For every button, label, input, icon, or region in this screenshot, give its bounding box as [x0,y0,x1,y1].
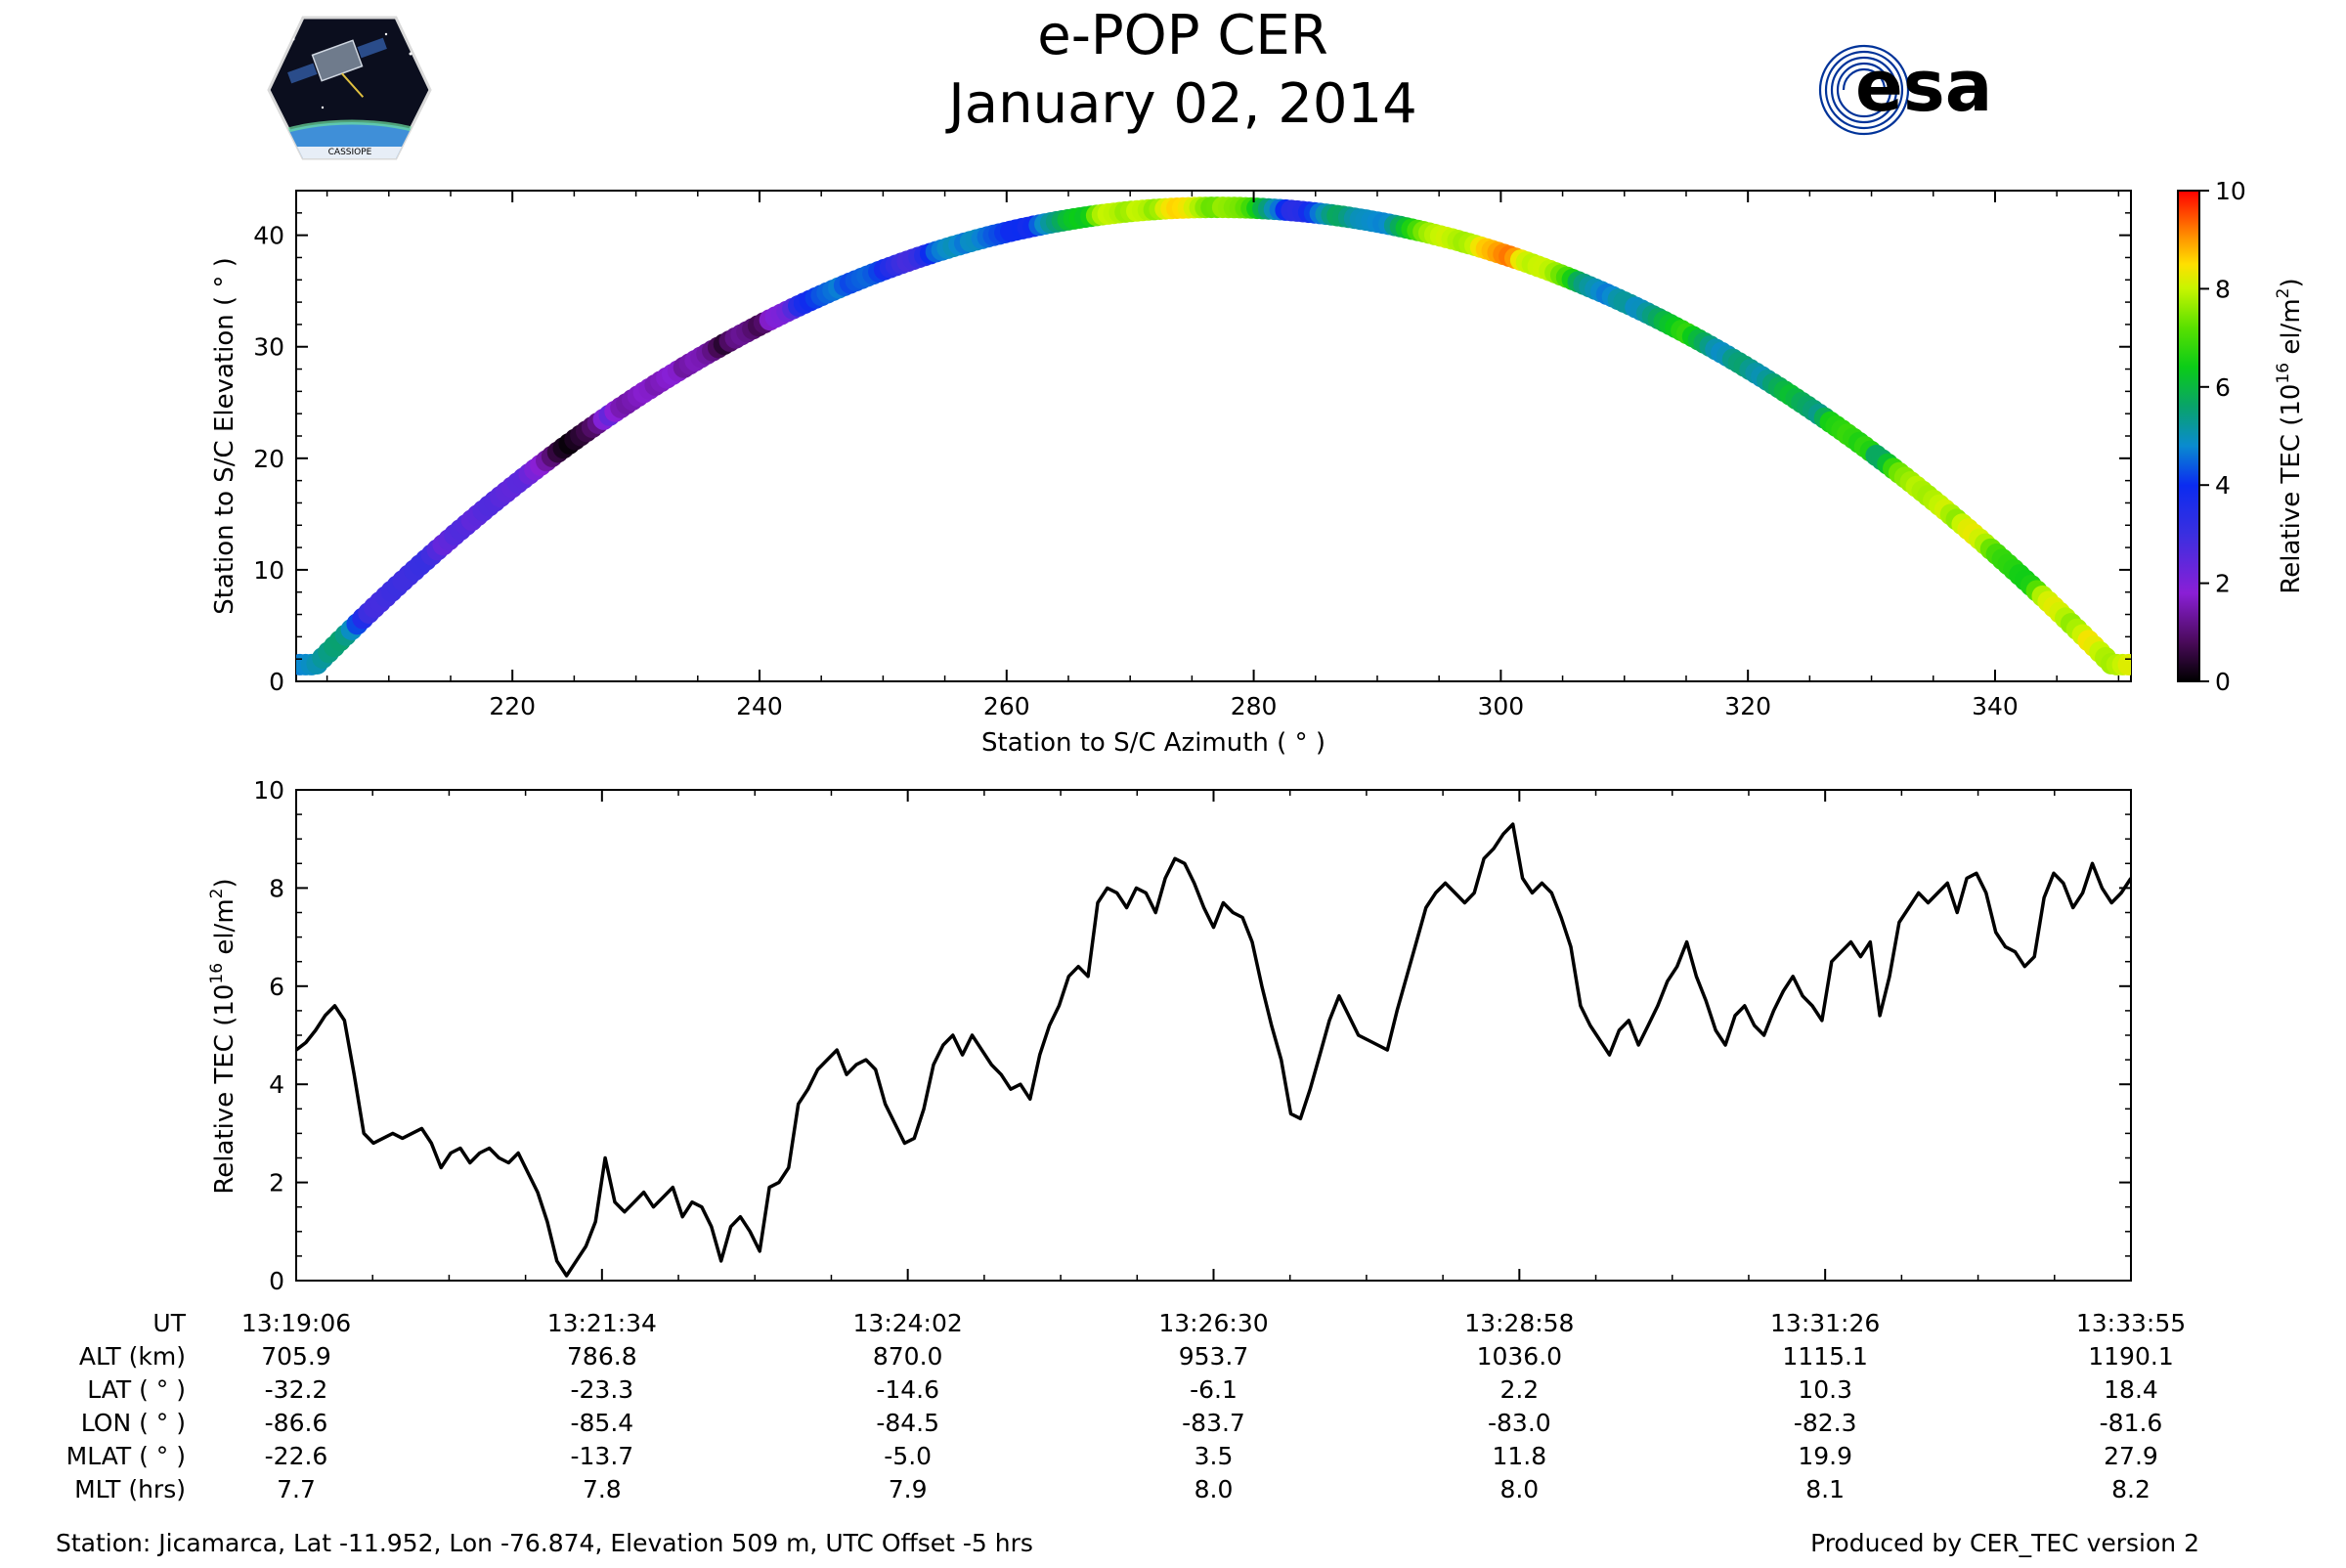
y-tick-label: 4 [269,1070,284,1099]
info-cell: -82.3 [1794,1409,1857,1437]
info-row-label: MLAT ( ° ) [66,1442,186,1470]
y-tick-label: 8 [269,874,284,902]
info-cell: 3.5 [1195,1442,1234,1470]
colorbar-label: Relative TEC (1016 el/m2) [2274,278,2306,593]
y-axis-label-2: Relative TEC (1016 el/m2) [207,878,239,1194]
info-cell: -84.5 [876,1409,939,1437]
colorbar-tick-label: 0 [2215,668,2231,696]
colorbar-tick-label: 8 [2215,275,2231,303]
plot-2-frame [295,789,2132,1282]
info-row-label: LAT ( ° ) [87,1375,186,1404]
colorbar-tick-label: 2 [2215,570,2231,598]
info-cell: -86.6 [265,1409,328,1437]
chart-date: January 02, 2014 [945,72,1416,136]
info-cell: 870.0 [873,1342,943,1371]
info-cell: -22.6 [265,1442,328,1470]
y-tick-label: 6 [269,973,284,1001]
info-cell: 2.2 [1499,1375,1539,1404]
y-tick-label: 10 [253,776,284,805]
info-cell: 953.7 [1179,1342,1249,1371]
info-cell: -13.7 [570,1442,633,1470]
plot-2-axes: 0 2 4 6 8 10 [253,776,2132,1295]
esa-logo-text: esa [1855,45,1992,127]
info-cell: -83.0 [1488,1409,1551,1437]
colorbar-tick-label: 4 [2215,471,2231,500]
colorbar-scale [2177,190,2200,682]
plot-1-axes: 220 240 260 280 300 320 340 0 10 20 30 40 [253,190,2131,720]
info-cell: 13:33:55 [2076,1309,2186,1337]
x-tick-label: 260 [983,692,1030,720]
y-tick-label: 40 [253,222,284,250]
info-cell: 10.3 [1798,1375,1852,1404]
info-cell: 8.0 [1499,1475,1539,1503]
orbit-info-table: UT ALT (km) LAT ( ° ) LON ( ° ) MLAT ( ° ) ML… [66,1309,2187,1503]
info-cell: -83.7 [1182,1409,1245,1437]
info-cell: -6.1 [1190,1375,1238,1404]
info-cell: 1115.1 [1782,1342,1867,1371]
x-tick-label: 300 [1478,692,1525,720]
info-cell: 13:24:02 [853,1309,963,1337]
x-tick-label: 320 [1724,692,1771,720]
esa-swirl-icon [1818,44,1910,136]
y-tick-label: 30 [253,333,284,362]
info-cell: 786.8 [567,1342,637,1371]
info-cell: 13:31:26 [1770,1309,1880,1337]
info-cell: 13:21:34 [547,1309,657,1337]
info-cell: -81.6 [2100,1409,2163,1437]
info-row-label: ALT (km) [79,1342,186,1371]
info-cell: -23.3 [570,1375,633,1404]
y-tick-label: 2 [269,1169,284,1198]
cassiope-logo-text: CASSIOPE [328,148,372,157]
info-row-label: MLT (hrs) [74,1475,186,1503]
elevation-points [296,196,2131,675]
info-cell: 8.1 [1805,1475,1845,1503]
tec-timeseries-plot: 0 2 4 6 8 10 Relative TEC (1016 el/m2) [207,776,2132,1295]
x-tick-label: 220 [489,692,536,720]
y-axis-label-1: Station to S/C Elevation ( ° ) [210,257,239,615]
y-tick-label: 0 [269,668,284,696]
station-info: Station: Jicamarca, Lat -11.952, Lon -76… [56,1529,1033,1557]
info-cell: 18.4 [2104,1375,2158,1404]
elevation-point [2117,653,2131,675]
info-cell: 7.7 [277,1475,316,1503]
x-axis-label-1: Station to S/C Azimuth ( ° ) [981,728,1325,758]
info-cell: 1190.1 [2088,1342,2173,1371]
chart-title: e-POP CER [1037,4,1327,67]
info-cell: 13:28:58 [1464,1309,1574,1337]
y-tick-label: 20 [253,445,284,473]
info-cell: 8.2 [2111,1475,2150,1503]
info-cell: 1036.0 [1477,1342,1562,1371]
info-cell: 7.9 [889,1475,928,1503]
y-tick-label: 10 [253,556,284,585]
info-cell: 705.9 [261,1342,331,1371]
colorbar-tick-label: 6 [2215,373,2231,402]
x-tick-label: 240 [736,692,783,720]
produced-by: Produced by CER_TEC version 2 [1810,1529,2199,1557]
info-cell: -85.4 [570,1409,633,1437]
info-cell: 13:19:06 [241,1309,351,1337]
info-cell: 8.0 [1195,1475,1234,1503]
info-row-label: LON ( ° ) [81,1409,186,1437]
colorbar: 0 2 4 6 8 10 Relative TEC (1016 el/m2) [2177,177,2306,696]
info-cell: -5.0 [884,1442,932,1470]
info-cell: 7.8 [583,1475,622,1503]
tec-line [296,822,2131,1278]
colorbar-ticks: 0 2 4 6 8 10 [2199,177,2246,696]
info-cell: -14.6 [876,1375,939,1404]
info-row-label: UT [152,1309,186,1337]
x-tick-label: 340 [1972,692,2019,720]
x-tick-label: 280 [1231,692,1278,720]
info-cell: 27.9 [2104,1442,2158,1470]
esa-logo: esa [1818,44,1992,136]
info-cell: -32.2 [265,1375,328,1404]
colorbar-tick-label: 10 [2215,177,2246,205]
info-cell: 13:26:30 [1158,1309,1268,1337]
info-cell: 11.8 [1492,1442,1546,1470]
y-tick-label: 0 [269,1267,284,1295]
info-cell: 19.9 [1798,1442,1852,1470]
cassiope-logo: CASSIOPE [267,16,432,160]
elevation-azimuth-plot: 220 240 260 280 300 320 340 0 10 20 30 40 Station t… [210,190,2132,758]
